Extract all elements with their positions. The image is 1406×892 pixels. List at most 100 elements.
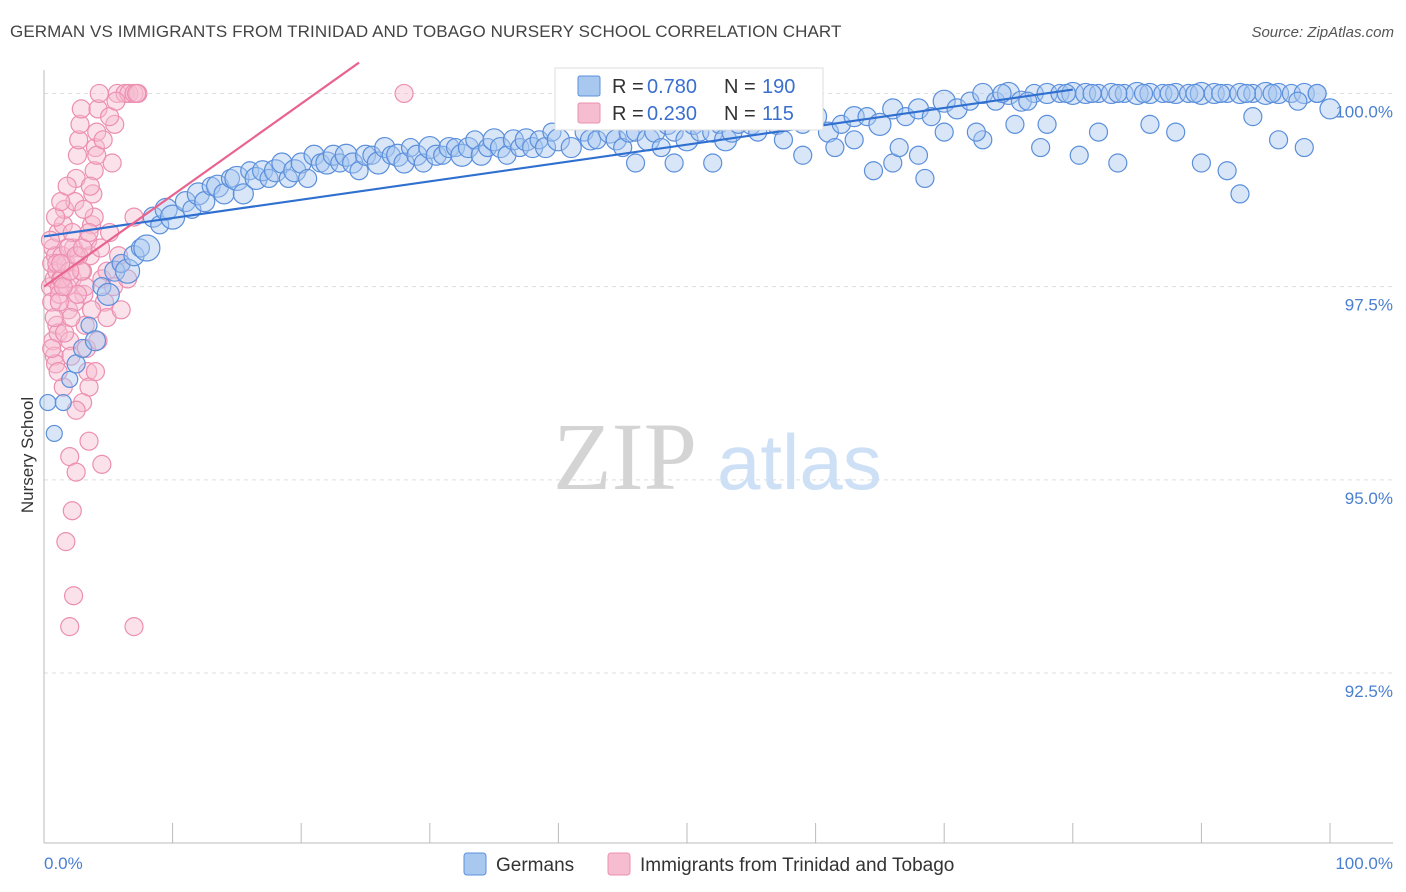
german-point [825, 137, 845, 158]
german-point [1114, 83, 1134, 104]
trinidad-point [72, 392, 93, 413]
german-point [96, 282, 120, 306]
trinidad-point [88, 331, 108, 351]
watermark-atlas: atlas [717, 418, 882, 506]
german-point [54, 393, 72, 412]
legend-n-label-2: N = [724, 103, 756, 125]
german-point [1288, 91, 1308, 111]
trinidad-point [42, 292, 62, 312]
german-point [1178, 83, 1199, 104]
trinidad-point [63, 586, 84, 606]
german-point [1191, 153, 1212, 173]
german-point [664, 153, 684, 173]
trinidad-point [75, 277, 95, 297]
trinidad-point [88, 99, 108, 119]
y-tick-label: 100.0% [1335, 102, 1393, 121]
trinidad-point [84, 161, 104, 181]
trinidad-point [107, 83, 127, 104]
chart-title: GERMAN VS IMMIGRANTS FROM TRINIDAD AND T… [10, 22, 842, 41]
trinidad-point [44, 346, 64, 366]
german-point [1031, 137, 1051, 158]
german-point [232, 183, 254, 205]
legend-r-value-2: 0.230 [647, 103, 697, 125]
trinidad-trend-line [43, 61, 360, 288]
legend-r-label-2: R = [612, 103, 644, 125]
trinidad-point [56, 532, 76, 552]
trinidad-point [81, 300, 102, 320]
trinidad-point [67, 145, 88, 165]
german-point [1268, 130, 1289, 150]
y-tick-label: 95.0% [1345, 489, 1393, 508]
german-point [1211, 83, 1231, 104]
german-point [1140, 114, 1160, 134]
trinidad-point [42, 338, 62, 359]
german-point [1069, 145, 1089, 165]
german-point [793, 145, 813, 165]
legend-n-value-2: 115 [762, 103, 794, 125]
german-point [908, 145, 929, 165]
german-point [1159, 83, 1179, 104]
german-point [39, 393, 57, 412]
germans-trend-line [43, 88, 1073, 238]
y-tick-labels: 100.0% 97.5% 95.0% 92.5% [1335, 102, 1393, 701]
series-legend: Germans Immigrants from Trinidad and Tob… [463, 852, 954, 876]
watermark: ZIP atlas [553, 403, 882, 510]
trinidad-point [83, 184, 103, 204]
trinidad-point [66, 462, 86, 482]
german-point [1217, 161, 1237, 181]
german-point [1294, 137, 1314, 158]
bottom-legend-germans: Germans [496, 855, 574, 876]
y-tick-label: 92.5% [1345, 682, 1393, 701]
trinidad-point [124, 617, 144, 637]
german-point [921, 107, 941, 127]
trinidad-point [49, 292, 70, 312]
germans-points [39, 81, 1341, 443]
trinidad-point [62, 501, 82, 521]
german-point [1230, 184, 1250, 204]
german-point [1005, 114, 1025, 134]
german-point [773, 130, 794, 150]
trend-lines [43, 61, 1073, 288]
trinidad-point [93, 130, 113, 150]
y-tick-label: 97.5% [1345, 296, 1393, 315]
legend-swatch-trinidad [577, 102, 601, 124]
trinidad-point [69, 130, 89, 150]
german-point [613, 137, 633, 158]
german-point [703, 153, 723, 173]
german-point [1125, 81, 1149, 106]
trinidad-point [394, 83, 414, 104]
y-axis-label: Nursery School [18, 397, 37, 513]
german-point [1082, 83, 1102, 104]
german-point [1037, 114, 1057, 134]
german-point [915, 168, 935, 189]
trinidad-point [58, 238, 79, 258]
legend-r-value-1: 0.780 [647, 76, 697, 98]
trinidad-point [45, 354, 66, 374]
german-point [1189, 81, 1214, 106]
german-point [438, 136, 460, 159]
trinidad-point [79, 222, 99, 243]
watermark-zip: ZIP [553, 403, 697, 510]
trinidad-point [61, 307, 81, 328]
x-tick-max: 100.0% [1335, 854, 1393, 873]
trinidad-point [45, 207, 66, 227]
trinidad-points [40, 83, 414, 637]
german-point [425, 144, 447, 166]
legend-n-label-1: N = [724, 76, 756, 98]
german-point [1061, 81, 1085, 106]
german-point [1056, 83, 1076, 104]
german-point [973, 130, 993, 150]
german-point [1185, 83, 1205, 104]
trinidad-point [57, 176, 77, 196]
legend-swatch-germans [577, 75, 601, 97]
trinidad-point [85, 362, 106, 382]
x-tick-min: 0.0% [44, 854, 83, 873]
trinidad-point [84, 207, 104, 227]
trinidad-point [71, 261, 91, 281]
german-point [349, 161, 369, 181]
trinidad-point [106, 91, 126, 111]
german-point [1243, 107, 1263, 127]
german-point [863, 161, 884, 181]
german-point [1108, 153, 1128, 173]
bottom-swatch-germans [463, 852, 487, 876]
